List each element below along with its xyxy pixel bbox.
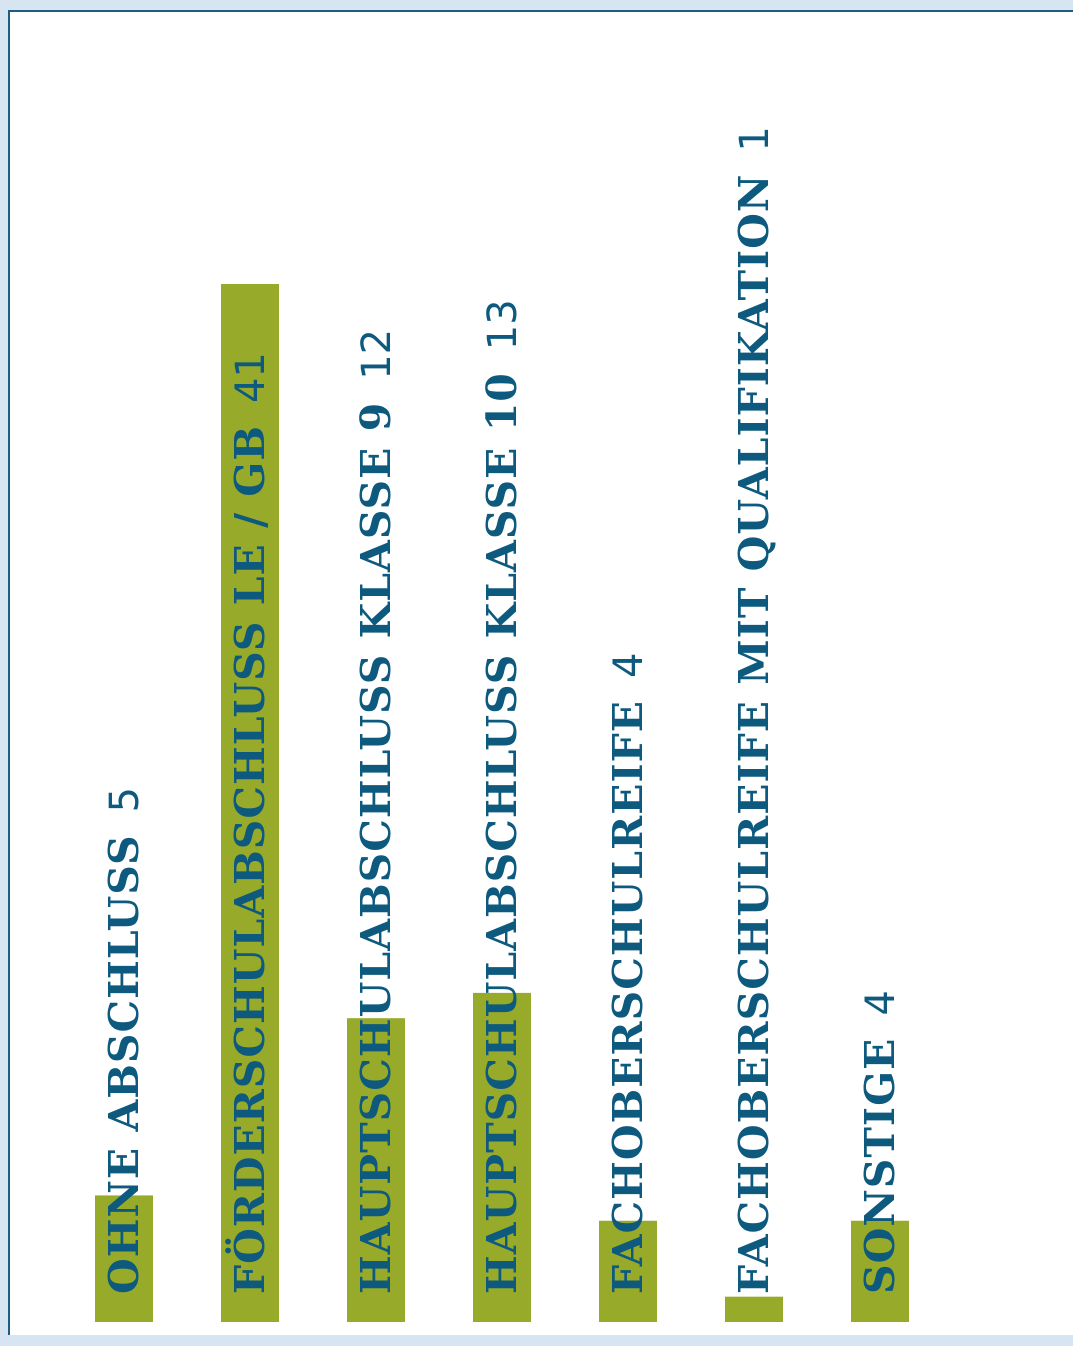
bar-chart: OHNE ABSCHLUSS 5 FÖRDERSCHULABSCHLUSS LE /… — [95, 126, 909, 1322]
bar-4 — [599, 1220, 657, 1322]
category-label-3: HAUPTSCHULABSCHLUSS KLASSE 10 — [478, 372, 526, 1294]
value-label-group-3: 13 — [480, 299, 526, 350]
bar-1 — [221, 284, 279, 1322]
bar-3 — [473, 992, 531, 1322]
bar-label-group-2: HAUPTSCHULABSCHLUSS KLASSE 9 — [352, 402, 400, 1294]
value-label-2: 12 — [354, 329, 400, 380]
chart-frame: OHNE ABSCHLUSS 5 FÖRDERSCHULABSCHLUSS LE /… — [8, 10, 1073, 1335]
bar-label-group-0: OHNE ABSCHLUSS — [100, 834, 148, 1294]
value-label-group-6: 4 — [858, 990, 904, 1015]
bar-0 — [95, 1195, 153, 1322]
value-label-1: 41 — [228, 352, 274, 403]
category-label-2: HAUPTSCHULABSCHLUSS KLASSE 9 — [352, 402, 400, 1294]
value-label-group-4: 4 — [606, 653, 652, 678]
value-label-5: 1 — [732, 126, 778, 151]
value-label-group-0: 5 — [102, 787, 148, 812]
category-label-5: FACHOBERSCHULREIFE MIT QUALIFIKATION — [730, 174, 778, 1294]
value-label-group-1: 41 — [228, 352, 274, 403]
bar-2 — [347, 1018, 405, 1322]
value-label-group-5: 1 — [732, 126, 778, 151]
value-label-3: 13 — [480, 299, 526, 350]
bar-6 — [851, 1220, 909, 1322]
value-label-4: 4 — [606, 653, 652, 678]
bar-label-group-6: SONSTIGE — [856, 1038, 904, 1294]
category-label-1: FÖRDERSCHULABSCHLUSS LE / GB — [225, 425, 274, 1294]
category-label-0: OHNE ABSCHLUSS — [100, 834, 148, 1294]
bar-label-group-3: HAUPTSCHULABSCHLUSS KLASSE 10 — [478, 372, 526, 1294]
category-label-6: SONSTIGE — [856, 1038, 904, 1294]
bar-label-group-1: FÖRDERSCHULABSCHLUSS LE / GB — [225, 425, 274, 1294]
bar-5 — [725, 1296, 783, 1322]
bar-label-group-4: FACHOBERSCHULREIFE — [604, 700, 652, 1294]
bar-label-group-5: FACHOBERSCHULREIFE MIT QUALIFIKATION — [730, 174, 778, 1294]
category-label-4: FACHOBERSCHULREIFE — [604, 700, 652, 1294]
value-label-group-2: 12 — [354, 329, 400, 380]
value-label-0: 5 — [102, 787, 148, 812]
value-label-6: 4 — [858, 990, 904, 1015]
